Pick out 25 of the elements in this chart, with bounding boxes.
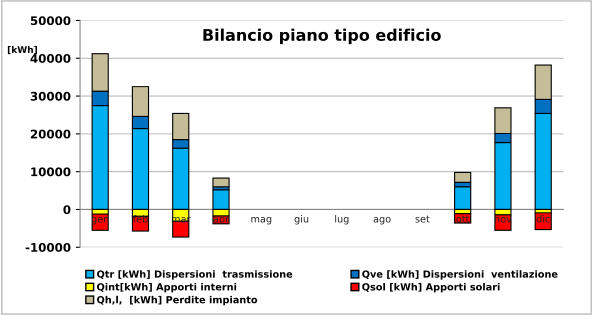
legend-label: Qtr [kWh] Dispersioni trasmissione bbox=[97, 270, 292, 280]
y-tick-label: 40000 bbox=[30, 54, 70, 63]
x-tick-label: mag bbox=[251, 216, 272, 224]
y-axis-title: [kWh] bbox=[8, 46, 37, 54]
y-tick-label: 30000 bbox=[30, 92, 70, 101]
x-tick-label: lug bbox=[335, 215, 348, 224]
legend-label: Qint[kWh] Apporti interni bbox=[97, 283, 236, 292]
x-tick-label: set bbox=[415, 216, 430, 223]
x-tick-label: ago bbox=[374, 216, 391, 224]
x-tick-label: dic bbox=[536, 215, 550, 223]
legend-label: Qve [kWh] Dispersioni ventilazione bbox=[362, 270, 558, 280]
x-tick-label: ott bbox=[456, 216, 470, 223]
y-tick-label: 20000 bbox=[30, 130, 70, 139]
bar bbox=[534, 212, 552, 230]
bar bbox=[454, 186, 472, 210]
bar bbox=[212, 178, 230, 188]
y-tick-label: 50000 bbox=[30, 16, 70, 26]
x-tick-label: feb bbox=[132, 215, 148, 223]
legend-label: Qsol [kWh] Apporti solari bbox=[362, 283, 500, 292]
y-tick-label: 10000 bbox=[31, 167, 70, 176]
legend-label: Qh,l, [kWh] Perdite impianto bbox=[97, 296, 258, 306]
chart-title: Bilancio piano tipo edificio bbox=[203, 28, 441, 44]
x-tick-label: giu bbox=[294, 215, 308, 224]
y-tick-label: 0 bbox=[63, 205, 70, 214]
y-tick-label: -10000 bbox=[26, 243, 70, 252]
